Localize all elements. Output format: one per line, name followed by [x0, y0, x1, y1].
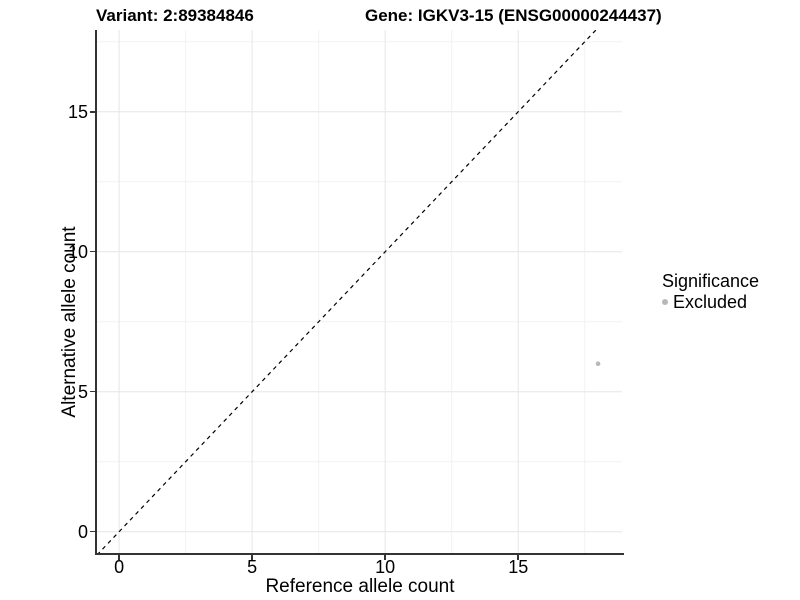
- x-tick-label: 15: [508, 557, 529, 577]
- x-tick-label: 5: [247, 557, 258, 577]
- x-tick-label: 0: [114, 557, 125, 577]
- y-tick-label: 0: [77, 521, 88, 542]
- y-tick-mark: [90, 250, 95, 253]
- x-tick-mark: [517, 555, 519, 560]
- x-axis-line: [95, 553, 624, 555]
- x-axis-title: Reference allele count: [265, 576, 455, 597]
- x-tick-label: 10: [375, 557, 396, 577]
- plot-title-gene: Gene: IGKV3-15 (ENSG00000244437): [365, 6, 662, 25]
- x-tick-mark: [251, 555, 253, 560]
- y-tick-label: 10: [67, 241, 88, 262]
- y-tick-label: 15: [67, 101, 88, 122]
- y-tick-mark: [90, 390, 95, 393]
- plot-title-variant: Variant: 2:89384846: [96, 6, 254, 25]
- y-tick-label: 5: [77, 381, 88, 402]
- legend-item-label: Excluded: [673, 292, 748, 312]
- y-axis-line: [95, 30, 97, 555]
- y-tick-mark: [90, 111, 95, 113]
- legend-point-icon: [662, 299, 668, 305]
- identity-dashed-line: [98, 30, 597, 553]
- chart-canvas: [97, 30, 622, 553]
- x-tick-mark: [118, 555, 120, 560]
- y-tick-mark: [90, 530, 95, 533]
- data-point: [595, 361, 601, 367]
- legend-title: Significance: [662, 271, 760, 291]
- plot-panel: [97, 30, 622, 553]
- legend: Significance Excluded: [662, 271, 759, 312]
- legend-item: Excluded: [662, 292, 759, 312]
- x-tick-mark: [384, 555, 386, 560]
